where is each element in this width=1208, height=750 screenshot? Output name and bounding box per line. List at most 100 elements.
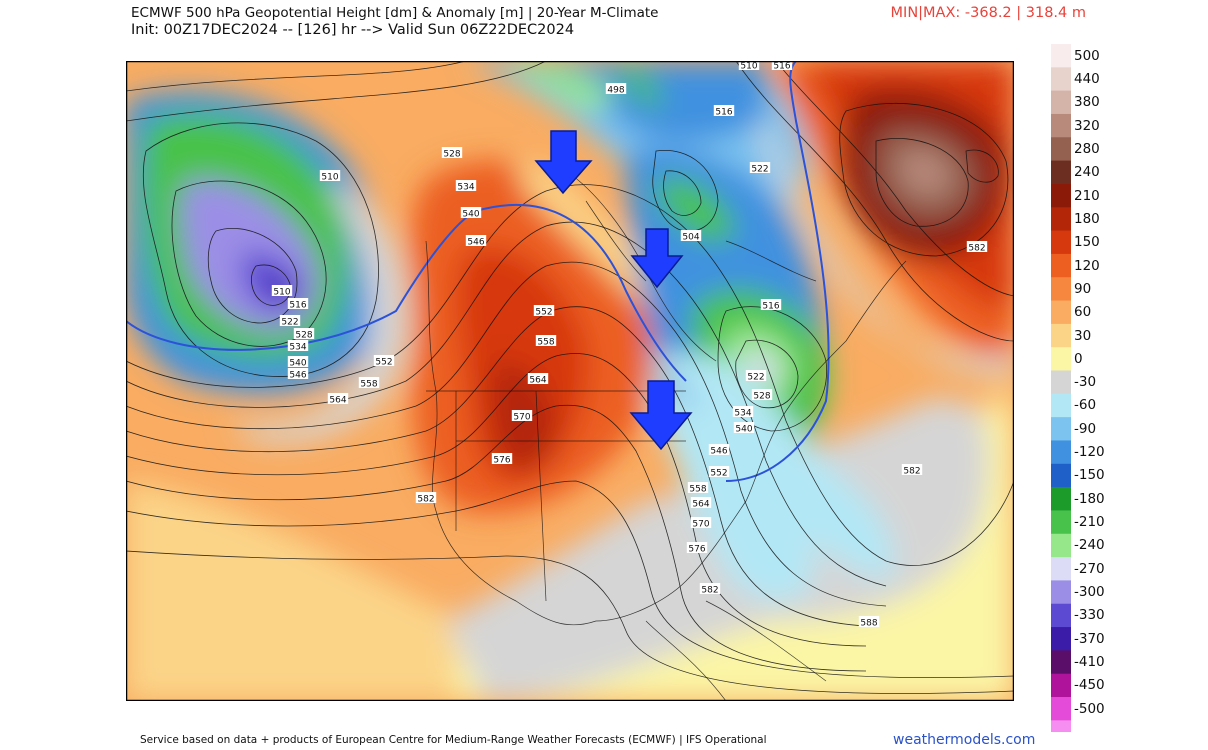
contour-label: 564 xyxy=(327,393,349,406)
svg-text:540: 540 xyxy=(462,210,479,220)
legend-swatch xyxy=(1051,557,1071,581)
legend-swatch xyxy=(1051,44,1071,68)
svg-text:522: 522 xyxy=(747,373,764,383)
legend-label: -210 xyxy=(1074,514,1105,531)
svg-text:516: 516 xyxy=(762,302,779,312)
contour-label: 540 xyxy=(733,422,755,435)
legend-swatch xyxy=(1051,440,1071,465)
init-valid-time: Init: 00Z17DEC2024 -- [126] hr --> Valid… xyxy=(131,22,575,38)
legend-swatch xyxy=(1051,137,1071,162)
contour-label: 522 xyxy=(749,162,771,175)
svg-text:498: 498 xyxy=(607,86,624,96)
svg-text:522: 522 xyxy=(751,165,768,175)
svg-text:558: 558 xyxy=(689,485,706,495)
svg-text:504: 504 xyxy=(682,233,699,243)
legend-swatch xyxy=(1051,673,1071,698)
legend-label: -240 xyxy=(1074,537,1105,554)
footer-credit: Service based on data + products of Euro… xyxy=(140,734,767,746)
svg-text:564: 564 xyxy=(329,396,346,406)
svg-text:582: 582 xyxy=(903,467,920,477)
legend-label: 60 xyxy=(1074,304,1092,321)
legend-swatch xyxy=(1051,510,1071,535)
svg-text:582: 582 xyxy=(968,244,985,254)
contour-label: 540 xyxy=(287,356,309,369)
svg-text:558: 558 xyxy=(537,338,554,348)
legend-label: 150 xyxy=(1074,234,1100,251)
contour-label: 564 xyxy=(527,373,549,386)
contour-label: 588 xyxy=(858,616,880,629)
svg-text:552: 552 xyxy=(710,469,727,479)
legend-label: -90 xyxy=(1074,420,1097,437)
legend-swatch xyxy=(1051,533,1071,558)
svg-text:534: 534 xyxy=(289,343,306,353)
contour-label: 516 xyxy=(760,299,782,312)
svg-text:564: 564 xyxy=(529,376,546,386)
legend-label: -150 xyxy=(1074,467,1105,484)
contour-label: 546 xyxy=(465,235,487,248)
svg-text:528: 528 xyxy=(443,150,460,160)
legend-swatch xyxy=(1051,627,1071,651)
legend-label: 280 xyxy=(1074,140,1100,157)
contour-label: 582 xyxy=(415,492,437,505)
legend-swatch xyxy=(1051,113,1071,138)
contour-label: 516 xyxy=(713,105,735,118)
contour-label: 570 xyxy=(511,410,533,423)
svg-text:546: 546 xyxy=(710,447,727,457)
svg-text:546: 546 xyxy=(289,371,306,381)
svg-text:540: 540 xyxy=(735,425,752,435)
contour-label: 528 xyxy=(441,147,463,160)
legend-swatch xyxy=(1051,417,1071,441)
legend-label: 240 xyxy=(1074,164,1100,181)
contour-label: 534 xyxy=(732,406,754,419)
legend-label: -270 xyxy=(1074,560,1105,577)
legend-label: 210 xyxy=(1074,187,1100,204)
legend-label: 180 xyxy=(1074,210,1100,227)
contour-label: 552 xyxy=(533,305,555,318)
contour-label: 576 xyxy=(491,453,513,466)
legend-swatch xyxy=(1051,90,1071,115)
legend-swatch xyxy=(1051,650,1071,675)
contour-label: 552 xyxy=(373,355,395,368)
legend-label: -450 xyxy=(1074,677,1105,694)
legend-label: -300 xyxy=(1074,584,1105,601)
svg-text:516: 516 xyxy=(715,108,732,118)
contour-label: 540 xyxy=(460,207,482,220)
legend-swatch xyxy=(1051,487,1071,511)
map-title: ECMWF 500 hPa Geopotential Height [dm] &… xyxy=(131,5,659,21)
svg-text:516: 516 xyxy=(773,62,790,72)
legend-swatch xyxy=(1051,370,1071,395)
down-arrow-icon xyxy=(534,130,593,195)
weather-map: 510 5164985165285345105405465225045165525… xyxy=(126,61,1014,701)
svg-text:582: 582 xyxy=(417,495,434,505)
contour-label: 558 xyxy=(535,335,557,348)
legend-label: -30 xyxy=(1074,374,1097,391)
svg-text:570: 570 xyxy=(513,413,530,423)
legend-swatch xyxy=(1051,207,1071,232)
svg-text:540: 540 xyxy=(289,359,306,369)
legend-label: 0 xyxy=(1074,350,1083,367)
legend-label: -120 xyxy=(1074,444,1105,461)
legend-swatch xyxy=(1051,67,1071,92)
contour-label: 516 xyxy=(287,298,309,311)
contour-label: 546 xyxy=(287,368,309,381)
brand-link[interactable]: weathermodels.com xyxy=(893,732,1036,748)
svg-text:552: 552 xyxy=(535,308,552,318)
legend-swatch xyxy=(1051,160,1071,185)
legend-label: 120 xyxy=(1074,257,1100,274)
svg-text:564: 564 xyxy=(692,500,709,510)
contour-label: 510 xyxy=(738,61,760,72)
svg-text:510: 510 xyxy=(273,288,290,298)
legend-label: -60 xyxy=(1074,397,1097,414)
legend-label: -500 xyxy=(1074,700,1105,717)
legend-swatch xyxy=(1051,277,1071,302)
legend-label: 380 xyxy=(1074,94,1100,111)
min-max-readout: MIN|MAX: -368.2 | 318.4 m xyxy=(890,5,1086,21)
contour-label: 510 xyxy=(319,170,341,183)
contour-label: 498 xyxy=(605,83,627,96)
legend-label: 30 xyxy=(1074,327,1092,344)
contour-label: 504 xyxy=(680,230,702,243)
contour-label: 582 xyxy=(966,241,988,254)
legend-label: -370 xyxy=(1074,630,1105,647)
contour-label: 582 xyxy=(901,464,923,477)
legend-swatch xyxy=(1051,253,1071,278)
